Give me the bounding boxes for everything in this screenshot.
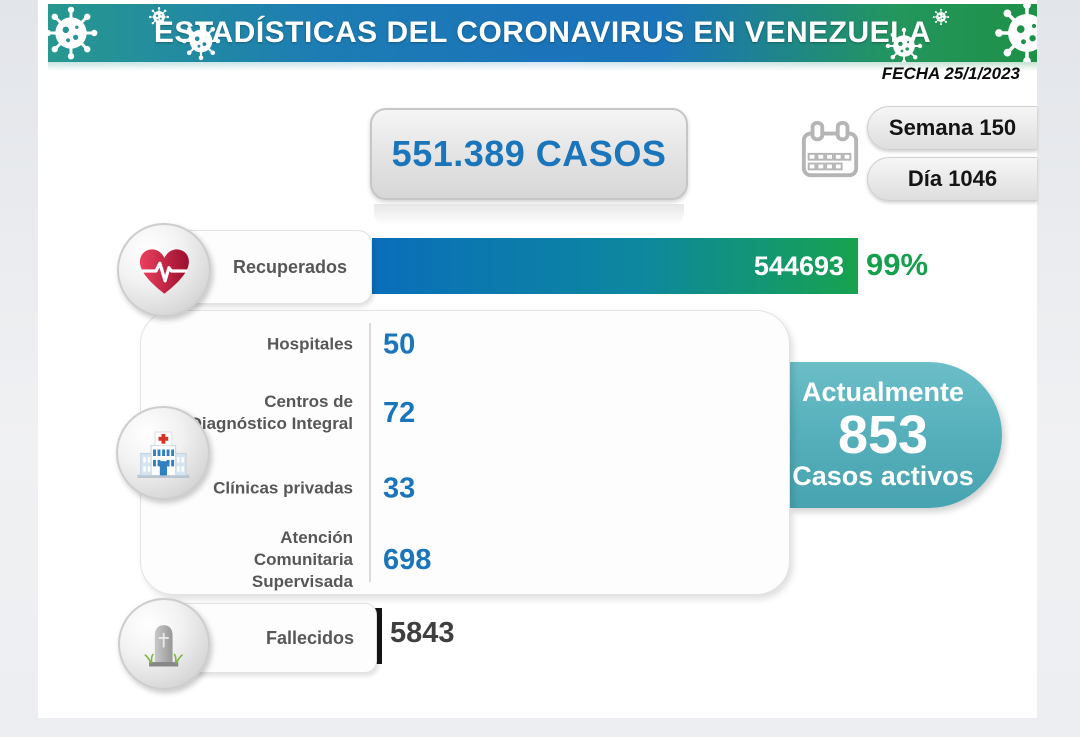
banner-reflection bbox=[48, 62, 1037, 72]
facilities-panel: Hospitales 50 Centros de Diagnóstico Int… bbox=[140, 310, 790, 595]
heart-pulse-icon bbox=[117, 223, 211, 317]
calendar-icon bbox=[801, 120, 859, 178]
facility-value: 50 bbox=[383, 328, 416, 361]
facility-label: Atención Comunitaria Supervisada bbox=[251, 527, 353, 592]
facility-row: Centros de Diagnóstico Integral 72 bbox=[141, 391, 789, 435]
recovered-bar: 544693 bbox=[372, 238, 858, 294]
active-title: Actualmente bbox=[801, 377, 965, 408]
active-subtitle: Casos activos bbox=[792, 461, 974, 491]
panel-divider bbox=[369, 323, 371, 582]
active-value: 853 bbox=[837, 405, 929, 465]
total-cases-value: 551.389 CASOS bbox=[391, 133, 667, 174]
hospital-icon bbox=[116, 406, 210, 500]
facility-label: Clínicas privadas bbox=[213, 478, 353, 498]
virus-icon bbox=[992, 4, 1037, 62]
facility-value: 72 bbox=[383, 396, 416, 429]
recovered-value: 544693 bbox=[753, 250, 844, 281]
recovered-percent: 99% bbox=[866, 247, 929, 282]
virus-icon bbox=[884, 26, 924, 62]
date-label: FECHA 25/1/2023 bbox=[881, 64, 1020, 83]
active-cases-card: Actualmente 853 Casos activos bbox=[790, 362, 1002, 508]
facility-label: Centros de Diagnóstico Integral bbox=[189, 391, 353, 433]
deceased-value: 5843 bbox=[390, 617, 455, 649]
week-badge: Semana 150 bbox=[867, 106, 1037, 150]
page-title: ESTADÍSTICAS DEL CORONAVIRUS EN VENEZUEL… bbox=[153, 16, 932, 49]
facility-row: Clínicas privadas 33 bbox=[141, 473, 789, 506]
facility-value: 33 bbox=[383, 472, 416, 505]
virus-icon bbox=[48, 4, 100, 62]
virus-icon bbox=[932, 8, 950, 26]
header-banner: ESTADÍSTICAS DEL CORONAVIRUS EN VENEZUEL… bbox=[48, 4, 1037, 62]
facility-label: Hospitales bbox=[267, 334, 353, 354]
total-cases-reflection bbox=[374, 204, 684, 228]
facility-row: Hospitales 50 bbox=[141, 329, 789, 362]
day-badge: Día 1046 bbox=[867, 157, 1037, 201]
virus-icon bbox=[180, 20, 222, 62]
tombstone-icon bbox=[118, 598, 210, 690]
deceased-bar bbox=[375, 608, 382, 664]
facility-value: 698 bbox=[383, 543, 432, 576]
virus-icon bbox=[148, 6, 170, 28]
facility-row: Atención Comunitaria Supervisada 698 bbox=[141, 527, 789, 593]
total-cases-card: 551.389 CASOS bbox=[370, 108, 688, 200]
